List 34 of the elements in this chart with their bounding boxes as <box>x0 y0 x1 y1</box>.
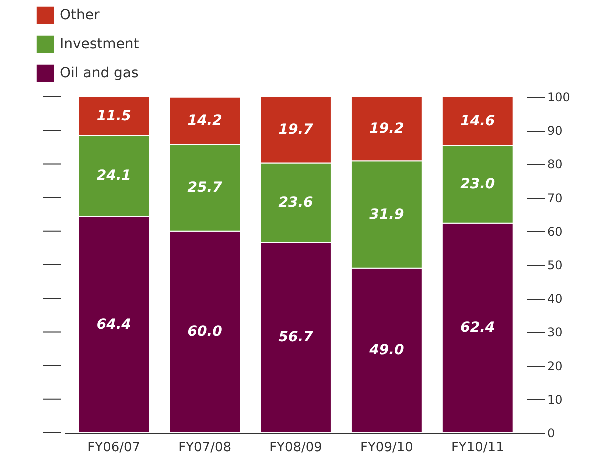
y-tick-label: 60 <box>548 224 563 239</box>
y-tick-label: 80 <box>548 158 563 172</box>
data-label: 19.2 <box>370 120 404 137</box>
data-label: 14.2 <box>188 113 222 130</box>
data-label: 19.7 <box>278 122 314 138</box>
data-label: 23.6 <box>278 194 314 211</box>
data-label: 11.5 <box>96 108 132 124</box>
x-tick-label: FY08/09 <box>270 440 322 456</box>
data-label: 64.4 <box>96 316 132 333</box>
y-tick-label: 100 <box>548 90 570 104</box>
x-tick-label: FY09/10 <box>360 440 414 456</box>
legend-label: Oil and gas <box>60 66 139 82</box>
y-tick-label: 90 <box>548 124 563 138</box>
data-label: 24.1 <box>96 168 132 184</box>
y-tick-label: 70 <box>548 191 563 206</box>
data-label: 60.0 <box>188 324 223 340</box>
data-label: 14.6 <box>460 114 496 130</box>
data-label: 23.0 <box>460 176 496 193</box>
legend-label: Investment <box>60 36 140 52</box>
data-label: 62.4 <box>460 320 496 336</box>
x-tick-label: FY10/11 <box>451 440 504 456</box>
data-label: 31.9 <box>370 206 404 223</box>
y-tick-label: 50 <box>548 258 563 272</box>
y-tick-label: 40 <box>548 292 563 306</box>
y-tick-label: 0 <box>548 426 556 440</box>
y-tick-label: 10 <box>548 392 563 407</box>
y-tick-label: 30 <box>548 326 563 340</box>
data-label: 56.7 <box>278 330 314 346</box>
data-label: 49.0 <box>368 342 404 359</box>
legend-label: Other <box>60 8 100 24</box>
data-label: 25.7 <box>188 180 223 196</box>
x-tick-label: FY07/08 <box>178 440 232 456</box>
x-tick-label: FY06/07 <box>88 440 141 456</box>
y-tick-label: 20 <box>548 359 563 374</box>
